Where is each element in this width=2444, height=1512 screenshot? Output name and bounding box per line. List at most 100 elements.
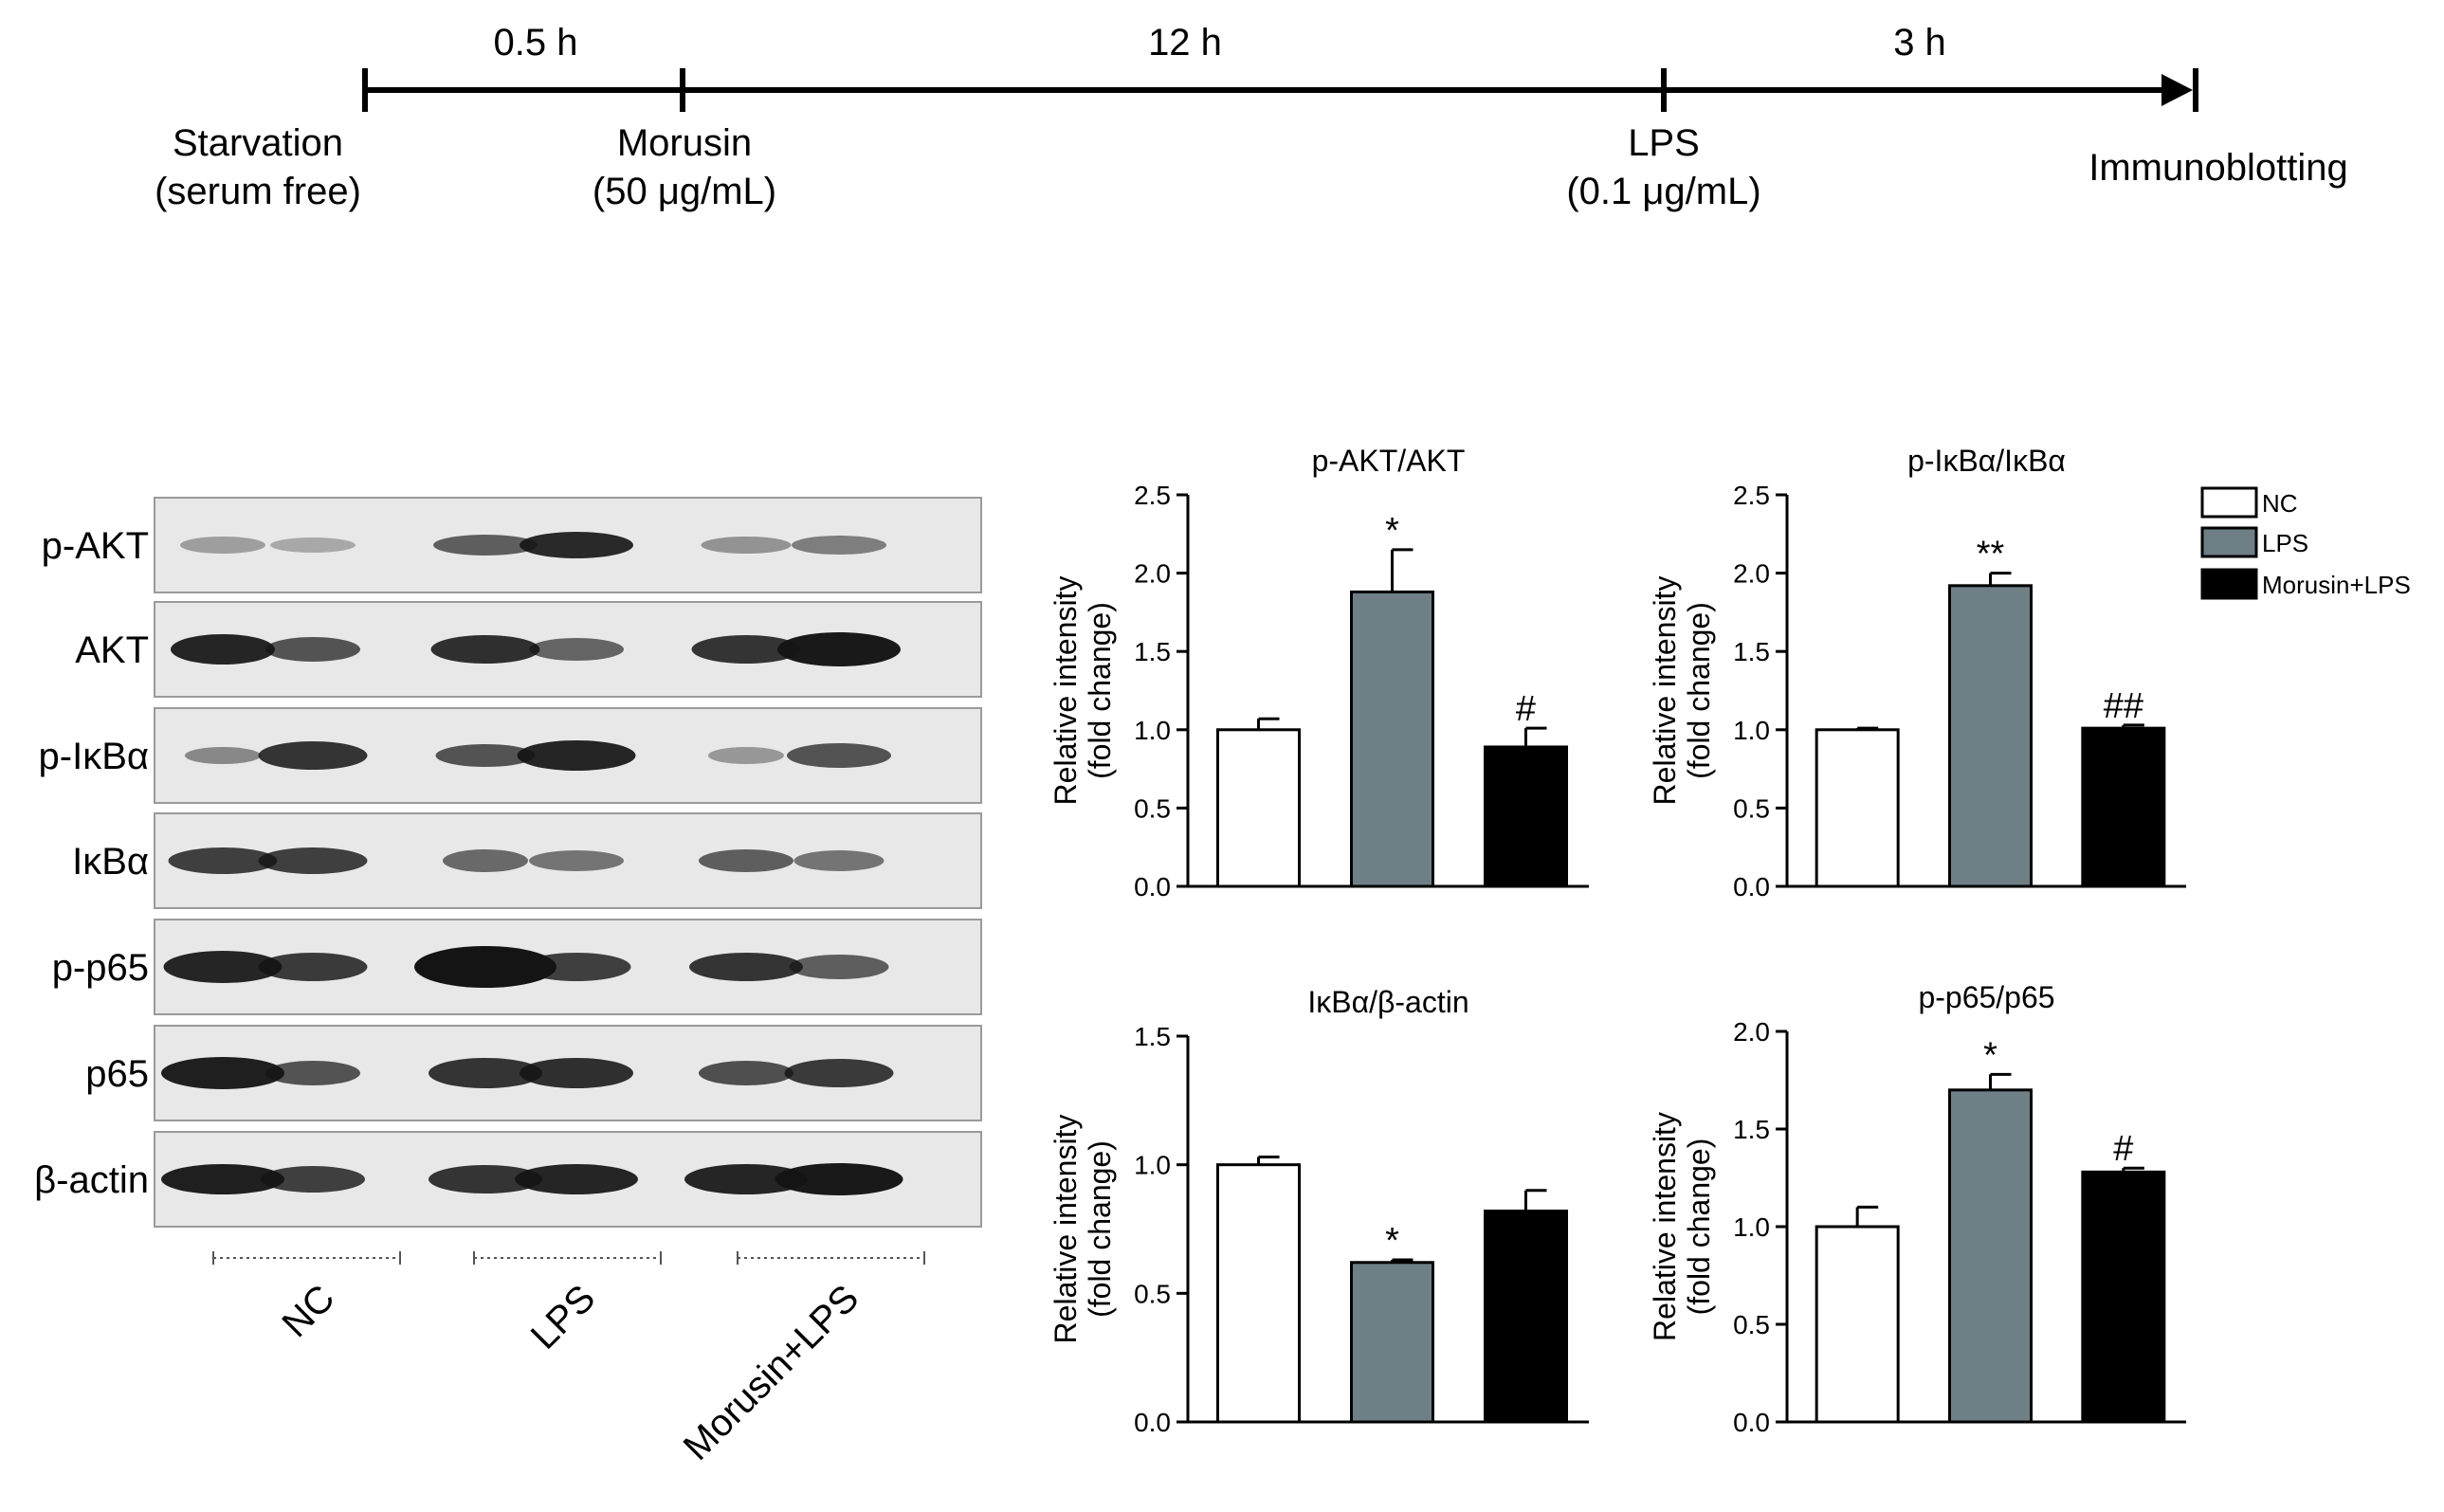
y-tick-label: 0.0 [1134,1408,1171,1437]
blot-protein-label: p65 [85,1053,149,1095]
duration-label-1: 0.5 h [494,22,578,64]
bar-Morusin+LPS [2081,1170,2166,1424]
event-lps-line1: LPS [1628,122,1700,164]
y-tick-label: 0.0 [1733,872,1770,902]
chart-panel-1: 0.0 0.5 1.0 1.5 2.0 2.5 p-IκBα/IκBα Relative in… [1648,444,2186,902]
blot-band [433,535,538,556]
bar-LPS [1948,584,2033,888]
blot-band [414,946,556,988]
y-tick-label: 1.0 [1134,1151,1171,1180]
legend-label-lps: LPS [2262,529,2308,557]
y-tick-label: 1.0 [1134,716,1171,745]
y-tick-label: 1.5 [1134,637,1171,666]
chart-title: p-IκBα/IκBα [1907,444,2066,478]
blot-protein-label: p-AKT [42,525,149,567]
blot-band [429,1165,542,1193]
significance-mark: * [1385,511,1399,551]
timeline-arrowhead [2161,74,2193,106]
y-tick-label: 0.5 [1733,1310,1770,1339]
blot-band [265,1061,360,1085]
blot-band [792,536,886,555]
y-axis-label-units: (fold change) [1682,602,1716,779]
event-starvation-line1: Starvation [173,122,343,164]
group-label-nc: NC [274,1277,342,1345]
legend: NC LPS Morusin+LPS [2200,486,2411,600]
bar-LPS [1350,590,1434,888]
blot-band [775,1163,903,1195]
y-tick-label: 0.5 [1134,793,1171,823]
bar-charts: 0.0 0.5 1.0 1.5 2.0 2.5 p-AKT/AKT Relative inte… [1049,444,2186,1437]
y-axis-label: Relative intensity [1648,1112,1682,1341]
bar-LPS [1350,1261,1434,1424]
y-tick-label: 2.0 [1733,1017,1770,1047]
bar-NC [1216,1163,1301,1424]
chart-panel-3: 0.0 0.5 1.0 1.5 2.0 p-p65/p65 Relative intensi… [1648,980,2186,1437]
blot-band [520,532,633,558]
chart-title: p-p65/p65 [1918,980,2054,1014]
bar-NC [1815,1225,1900,1424]
blot-band [793,850,885,871]
significance-mark: * [1983,1035,1997,1075]
y-tick-label: 1.5 [1733,1115,1770,1144]
blot-band [265,637,360,662]
blot-band [180,537,265,554]
blot-band [171,634,275,665]
western-blot-panel: p-AKT AKT p-IκBα IκBα p-p65 p65 β-actin [34,497,982,1228]
blot-protein-label: β-actin [34,1159,149,1201]
blot-band [161,1164,284,1194]
y-axis-label: Relative intensity [1049,1115,1083,1344]
event-immunoblotting: Immunoblotting [2088,147,2347,189]
blot-protein-label: IκBα [72,841,149,883]
blot-band [684,1164,808,1194]
bar-NC [1815,728,1900,888]
blot-band [163,951,283,983]
legend-label-nc: NC [2262,489,2298,518]
blot-band [161,1057,284,1089]
blot-band [520,1058,633,1088]
bar-LPS [1948,1088,2033,1424]
blot-group-labels: NC LPS Morusin+LPS [212,1251,925,1468]
duration-label-2: 12 h [1148,22,1222,64]
bar-Morusin+LPS [1484,745,1568,888]
y-axis-label-units: (fold change) [1083,1140,1117,1318]
y-axis-label-units: (fold change) [1083,602,1117,779]
blot-band [708,747,784,764]
blot-band [515,1164,638,1194]
significance-mark: # [1516,689,1536,729]
blot-band [699,849,793,872]
blot-band [529,850,624,871]
y-tick-label: 1.5 [1733,637,1770,666]
blot-protein-label: p-p65 [52,947,149,989]
significance-mark: # [2113,1129,2133,1169]
y-tick-label: 1.0 [1733,716,1770,745]
y-tick-label: 0.0 [1733,1408,1770,1437]
timeline: 0.5 h 12 h 3 h Starvation (serum free) M… [155,22,2348,212]
blot-protein-label: AKT [75,629,149,671]
blot-band [443,849,528,872]
blot-band [701,537,792,554]
blot-band [517,740,636,771]
event-starvation-line2: (serum free) [155,171,361,212]
bar-Morusin+LPS [1484,1210,1568,1424]
y-tick-label: 2.0 [1733,559,1770,589]
blot-band [261,1166,365,1193]
y-tick-label: 0.5 [1733,793,1770,823]
group-label-morusin-lps: Morusin+LPS [676,1277,867,1468]
blot-band [529,638,624,661]
blot-protein-label: p-IκBα [39,736,149,777]
blot-band [258,741,368,770]
blot-band [789,955,889,979]
blot-band [787,743,891,768]
blot-band [429,1058,542,1088]
blot-band [185,747,261,764]
significance-mark: ## [2104,686,2143,726]
blot-band [168,847,278,874]
blot-band [691,635,801,664]
y-tick-label: 2.5 [1134,481,1171,510]
chart-panel-0: 0.0 0.5 1.0 1.5 2.0 2.5 p-AKT/AKT Relative inte… [1049,444,1589,902]
blot-band [521,953,631,981]
chart-title: IκBα/β-actin [1307,985,1468,1019]
blot-band [258,847,368,874]
chart-panel-2: 0.0 0.5 1.0 1.5 IκBα/β-actin Relative intensi… [1049,985,1589,1437]
